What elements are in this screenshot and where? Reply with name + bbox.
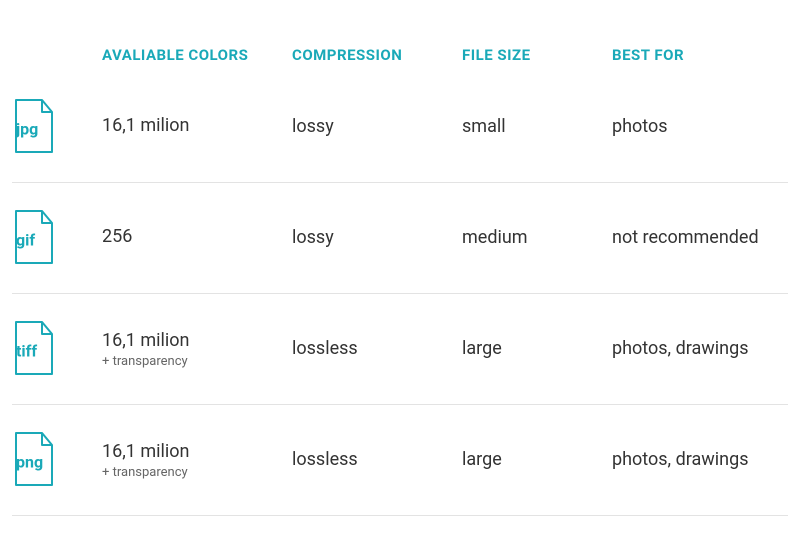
format-icon-cell: gif (12, 209, 102, 267)
format-icon-cell: png (12, 431, 102, 489)
cell-filesize: small (462, 115, 612, 138)
cell-filesize: large (462, 448, 612, 471)
header-compression: COMPRESSION (292, 46, 462, 64)
cell-colors: 256 (102, 225, 292, 250)
table-row: tiff 16,1 milion + transparency lossless… (12, 294, 788, 405)
header-bestfor: BEST FOR (612, 46, 788, 64)
file-format-label: jpg (16, 119, 38, 138)
colors-subvalue: + transparency (102, 465, 282, 480)
cell-colors: 16,1 milion + transparency (102, 329, 292, 369)
format-icon-cell: tiff (12, 320, 102, 378)
cell-colors: 16,1 milion (102, 114, 292, 139)
header-filesize: FILE SIZE (462, 46, 612, 64)
cell-bestfor: photos, drawings (612, 448, 788, 471)
colors-subvalue: + transparency (102, 354, 282, 369)
file-format-label: tiff (16, 341, 37, 360)
file-icon: tiff (12, 320, 56, 378)
cell-bestfor: photos (612, 115, 788, 138)
file-format-label: gif (16, 230, 35, 249)
file-format-label: png (16, 452, 43, 471)
colors-value: 16,1 milion (102, 114, 282, 137)
table-row: png 16,1 milion + transparency lossless … (12, 405, 788, 516)
file-icon: png (12, 431, 56, 489)
colors-value: 16,1 milion (102, 440, 282, 463)
cell-compression: lossless (292, 337, 462, 360)
format-icon-cell: jpg (12, 98, 102, 156)
colors-value: 256 (102, 225, 282, 248)
file-format-table: AVALIABLE COLORS COMPRESSION FILE SIZE B… (0, 0, 800, 516)
file-icon: jpg (12, 98, 56, 156)
table-header-row: AVALIABLE COLORS COMPRESSION FILE SIZE B… (12, 0, 788, 72)
table-row: jpg 16,1 milion lossy small photos (12, 72, 788, 183)
cell-bestfor: photos, drawings (612, 337, 788, 360)
cell-filesize: medium (462, 226, 612, 249)
cell-compression: lossless (292, 448, 462, 471)
cell-compression: lossy (292, 115, 462, 138)
cell-filesize: large (462, 337, 612, 360)
cell-compression: lossy (292, 226, 462, 249)
table-row: gif 256 lossy medium not recommended (12, 183, 788, 294)
header-colors: AVALIABLE COLORS (102, 46, 292, 64)
colors-value: 16,1 milion (102, 329, 282, 352)
file-icon: gif (12, 209, 56, 267)
cell-colors: 16,1 milion + transparency (102, 440, 292, 480)
cell-bestfor: not recommended (612, 226, 788, 249)
